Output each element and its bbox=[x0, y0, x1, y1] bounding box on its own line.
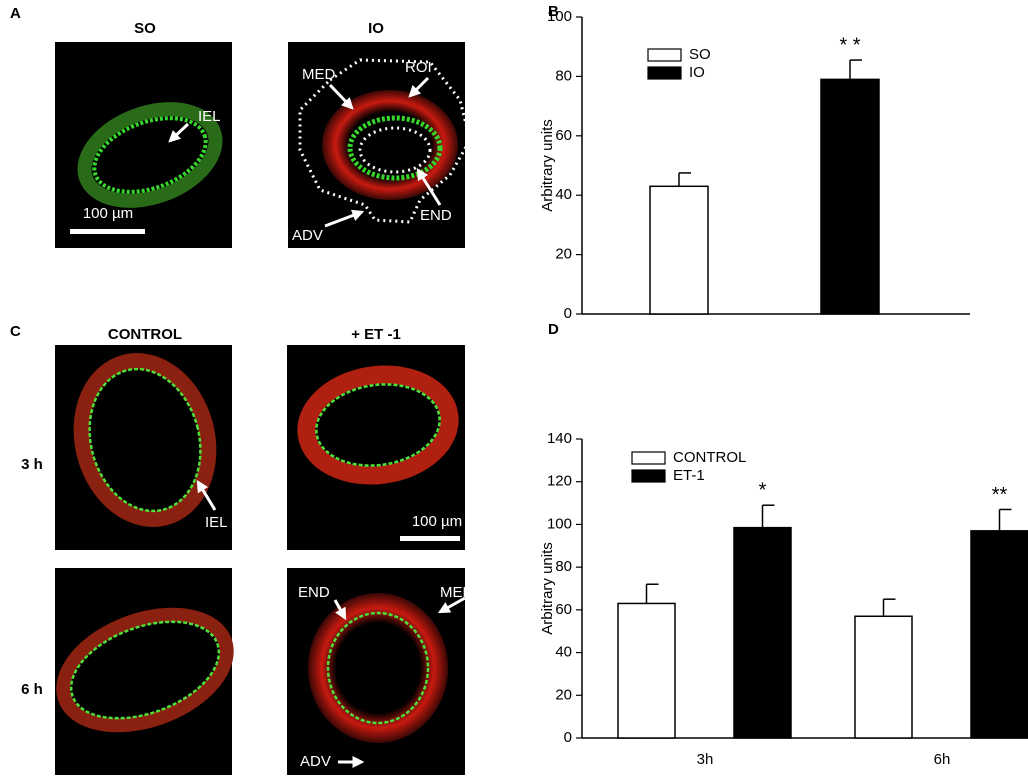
y-tick-label: 80 bbox=[555, 558, 572, 575]
scale-label: 100 µm bbox=[83, 205, 133, 222]
micrograph bbox=[55, 345, 232, 550]
micrograph bbox=[287, 568, 466, 775]
scale-label: 100 µm bbox=[412, 513, 462, 530]
legend-swatch bbox=[631, 451, 666, 465]
image-label: MED bbox=[440, 584, 474, 601]
significance-label: * * bbox=[839, 34, 860, 56]
row-title: 6 h bbox=[21, 681, 43, 698]
legend-label: ET-1 bbox=[673, 467, 705, 484]
y-axis-label: Arbitrary units bbox=[539, 119, 556, 212]
legend-label: SO bbox=[689, 46, 711, 63]
y-tick-label: 100 bbox=[547, 515, 572, 532]
y-tick-label: 140 bbox=[547, 430, 572, 447]
x-tick-label: 3h bbox=[697, 751, 714, 768]
column-title: SO bbox=[134, 20, 156, 37]
y-tick-label: 20 bbox=[555, 246, 572, 263]
micrograph bbox=[55, 568, 234, 775]
y-tick-label: 80 bbox=[555, 67, 572, 84]
y-tick-label: 40 bbox=[555, 186, 572, 203]
legend-swatch bbox=[647, 48, 682, 62]
panel-label: A bbox=[10, 5, 21, 22]
y-tick-label: 100 bbox=[547, 8, 572, 25]
panel-label: C bbox=[10, 323, 21, 340]
y-tick-label: 20 bbox=[555, 686, 572, 703]
image-label: ADV bbox=[300, 753, 331, 770]
y-tick-label: 60 bbox=[555, 601, 572, 618]
image-label: ROI bbox=[405, 59, 432, 76]
micrograph bbox=[55, 42, 232, 248]
image-label: IEL bbox=[198, 108, 221, 125]
column-title: IO bbox=[368, 20, 384, 37]
bar bbox=[970, 530, 1028, 739]
bar bbox=[820, 78, 880, 315]
image-label: ADV bbox=[292, 227, 323, 244]
image-label: IEL bbox=[205, 514, 228, 531]
micrograph bbox=[287, 345, 465, 550]
x-tick-label: 6h bbox=[934, 751, 951, 768]
row-title: 3 h bbox=[21, 456, 43, 473]
y-tick-label: 40 bbox=[555, 644, 572, 661]
legend-swatch bbox=[647, 66, 682, 80]
bar bbox=[649, 185, 709, 315]
y-tick-label: 60 bbox=[555, 127, 572, 144]
panel-label: D bbox=[548, 321, 559, 338]
image-label: END bbox=[298, 584, 330, 601]
legend-label: IO bbox=[689, 64, 705, 81]
column-title: + ET -1 bbox=[351, 326, 401, 343]
bar bbox=[854, 615, 913, 739]
bar bbox=[617, 602, 676, 739]
column-title: CONTROL bbox=[108, 326, 182, 343]
image-label: END bbox=[420, 207, 452, 224]
legend-label: CONTROL bbox=[673, 449, 746, 466]
legend-swatch bbox=[631, 469, 666, 483]
y-axis-label: Arbitrary units bbox=[539, 542, 556, 635]
panel-label: B bbox=[548, 3, 559, 20]
significance-label: ** bbox=[992, 484, 1008, 506]
significance-label: * bbox=[759, 479, 767, 501]
bar bbox=[733, 526, 792, 739]
y-tick-label: 120 bbox=[547, 473, 572, 490]
micrograph bbox=[288, 42, 472, 248]
y-tick-label: 0 bbox=[564, 729, 572, 746]
image-label: MED bbox=[302, 66, 336, 83]
y-tick-label: 0 bbox=[564, 305, 572, 322]
